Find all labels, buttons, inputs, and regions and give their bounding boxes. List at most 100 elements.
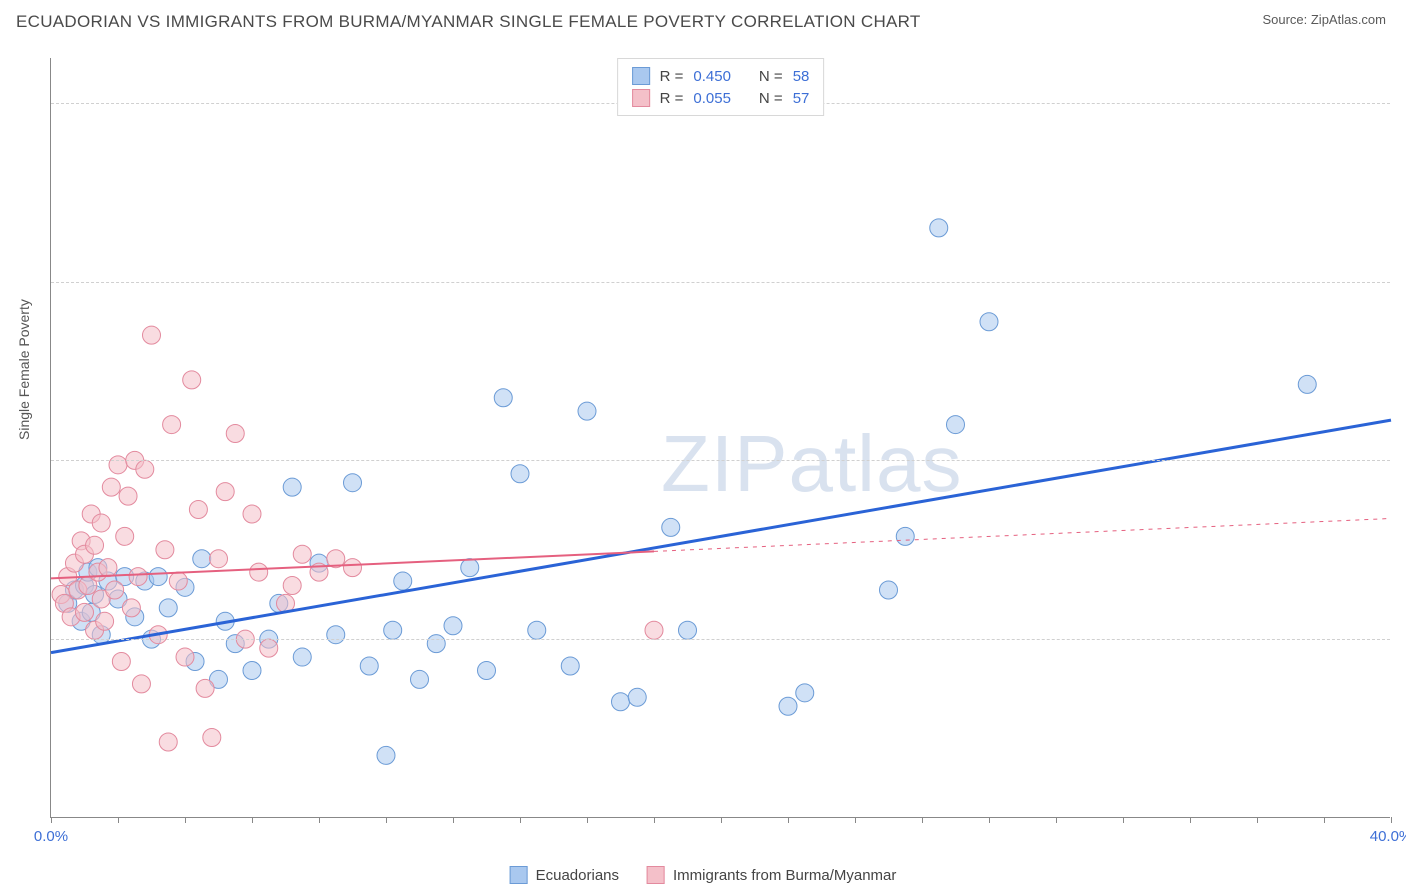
x-tick xyxy=(721,817,722,823)
data-point xyxy=(411,670,429,688)
legend-row-series-1: R = 0.450 N = 58 xyxy=(632,65,810,87)
x-tick xyxy=(1391,817,1392,823)
data-point xyxy=(796,684,814,702)
data-point xyxy=(96,612,114,630)
data-point xyxy=(122,599,140,617)
data-point xyxy=(947,416,965,434)
data-point xyxy=(394,572,412,590)
data-point xyxy=(106,581,124,599)
data-point xyxy=(109,456,127,474)
data-point xyxy=(880,581,898,599)
data-point xyxy=(163,416,181,434)
x-tick xyxy=(1123,817,1124,823)
data-point xyxy=(243,661,261,679)
data-point xyxy=(628,688,646,706)
x-tick xyxy=(1190,817,1191,823)
data-point xyxy=(360,657,378,675)
data-point xyxy=(159,733,177,751)
data-point xyxy=(99,559,117,577)
x-tick xyxy=(587,817,588,823)
x-tick xyxy=(654,817,655,823)
data-point xyxy=(196,679,214,697)
data-point xyxy=(896,527,914,545)
legend-series: Ecuadorians Immigrants from Burma/Myanma… xyxy=(510,866,897,884)
data-point xyxy=(377,746,395,764)
trend-line xyxy=(51,420,1391,652)
data-point xyxy=(561,657,579,675)
x-tick xyxy=(788,817,789,823)
x-tick xyxy=(386,817,387,823)
data-point xyxy=(129,568,147,586)
grid-line xyxy=(51,282,1390,283)
data-point xyxy=(119,487,137,505)
x-tick xyxy=(520,817,521,823)
data-point xyxy=(427,635,445,653)
x-tick-label: 0.0% xyxy=(34,828,68,845)
data-point xyxy=(344,559,362,577)
scatter-chart: ZIPatlas R = 0.450 N = 58 R = 0.055 N = … xyxy=(50,58,1390,818)
legend-correlation: R = 0.450 N = 58 R = 0.055 N = 57 xyxy=(617,58,825,116)
x-tick xyxy=(1257,817,1258,823)
data-point xyxy=(645,621,663,639)
x-tick xyxy=(319,817,320,823)
data-point xyxy=(159,599,177,617)
data-point xyxy=(189,501,207,519)
data-point xyxy=(216,483,234,501)
data-point xyxy=(86,536,104,554)
x-tick xyxy=(989,817,990,823)
data-point xyxy=(511,465,529,483)
data-point xyxy=(156,541,174,559)
legend-swatch-icon xyxy=(510,866,528,884)
data-point xyxy=(930,219,948,237)
data-point xyxy=(183,371,201,389)
data-point xyxy=(384,621,402,639)
data-point xyxy=(250,563,268,581)
data-point xyxy=(980,313,998,331)
x-tick xyxy=(185,817,186,823)
data-point xyxy=(461,559,479,577)
grid-line xyxy=(51,460,1390,461)
data-point xyxy=(679,621,697,639)
data-point xyxy=(1298,375,1316,393)
source-attribution: Source: ZipAtlas.com xyxy=(1262,12,1386,27)
data-point xyxy=(662,518,680,536)
data-point xyxy=(132,675,150,693)
legend-swatch-icon xyxy=(632,67,650,85)
data-point xyxy=(226,425,244,443)
grid-line xyxy=(51,639,1390,640)
data-point xyxy=(76,603,94,621)
data-point xyxy=(344,474,362,492)
x-tick xyxy=(1324,817,1325,823)
x-tick xyxy=(118,817,119,823)
chart-title: ECUADORIAN VS IMMIGRANTS FROM BURMA/MYAN… xyxy=(16,12,921,32)
data-point xyxy=(169,572,187,590)
legend-swatch-icon xyxy=(647,866,665,884)
x-tick xyxy=(855,817,856,823)
trend-line-extrapolated xyxy=(654,518,1391,551)
legend-item-burma: Immigrants from Burma/Myanmar xyxy=(647,866,896,884)
legend-row-series-2: R = 0.055 N = 57 xyxy=(632,87,810,109)
data-point xyxy=(578,402,596,420)
data-point xyxy=(243,505,261,523)
data-point xyxy=(143,326,161,344)
x-tick xyxy=(252,817,253,823)
data-point xyxy=(327,626,345,644)
data-point xyxy=(136,460,154,478)
x-tick xyxy=(51,817,52,823)
data-point xyxy=(112,653,130,671)
data-point xyxy=(444,617,462,635)
data-point xyxy=(149,568,167,586)
data-point xyxy=(210,550,228,568)
data-point xyxy=(92,514,110,532)
data-point xyxy=(260,639,278,657)
data-point xyxy=(176,648,194,666)
data-point xyxy=(283,577,301,595)
data-point xyxy=(293,648,311,666)
data-point xyxy=(203,729,221,747)
legend-item-ecuadorians: Ecuadorians xyxy=(510,866,619,884)
data-point xyxy=(478,661,496,679)
data-point xyxy=(116,527,134,545)
data-point xyxy=(528,621,546,639)
y-axis-label: Single Female Poverty xyxy=(16,299,32,440)
data-point xyxy=(612,693,630,711)
